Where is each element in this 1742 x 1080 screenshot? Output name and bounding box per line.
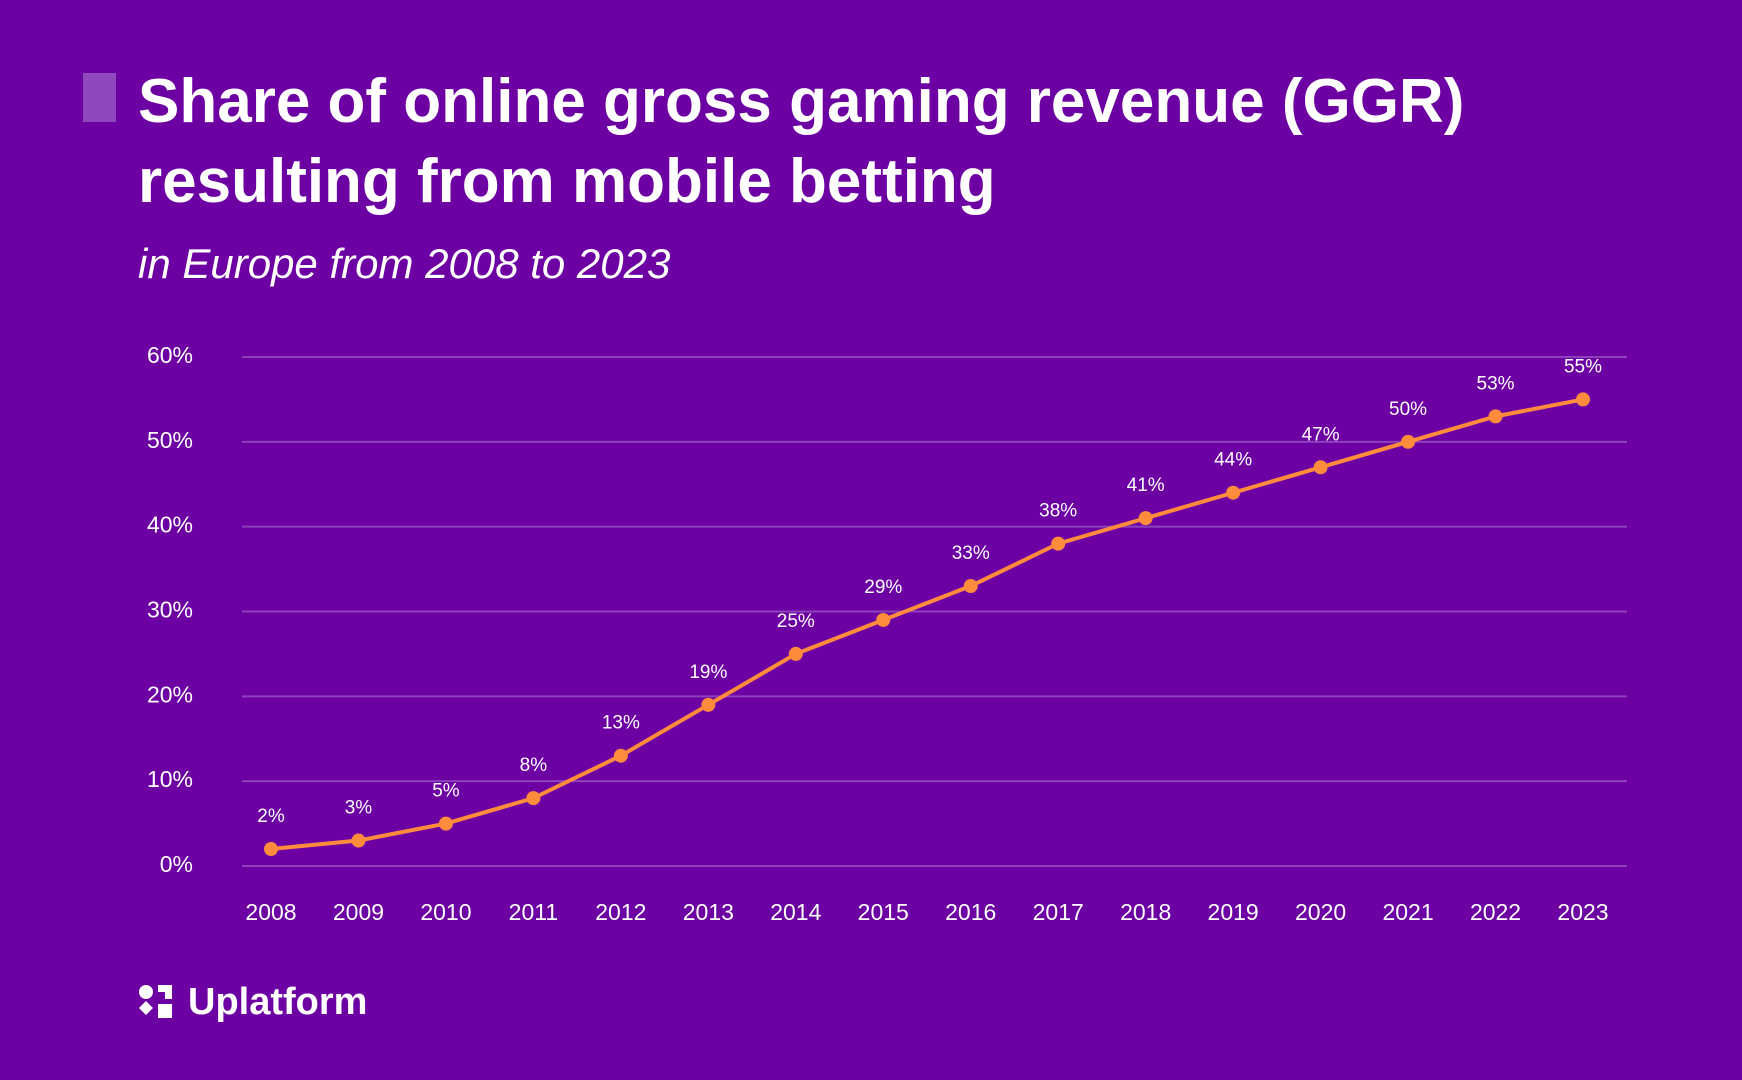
x-tick-label: 2014 <box>770 899 821 925</box>
y-tick-label: 0% <box>160 851 193 877</box>
data-point <box>526 791 541 806</box>
data-line <box>270 397 1584 852</box>
x-tick-label: 2019 <box>1208 899 1259 925</box>
data-point <box>701 697 716 712</box>
data-point <box>1051 536 1066 551</box>
data-label: 19% <box>689 662 727 683</box>
brand-name: Uplatform <box>188 980 368 1023</box>
data-label: 47% <box>1302 424 1340 445</box>
data-label: 2% <box>257 806 285 827</box>
data-point <box>438 816 453 831</box>
x-tick-label: 2015 <box>858 899 909 925</box>
data-point <box>963 579 978 594</box>
x-tick-label: 2011 <box>509 899 558 925</box>
x-tick-label: 2017 <box>1033 899 1084 925</box>
x-tick-label: 2016 <box>945 899 996 925</box>
data-label: 33% <box>952 543 990 564</box>
data-point <box>876 612 891 627</box>
y-tick-label: 10% <box>147 766 193 792</box>
x-tick-label: 2009 <box>333 899 384 925</box>
data-point <box>1226 485 1241 500</box>
x-tick-label: 2022 <box>1470 899 1521 925</box>
x-tick-label: 2021 <box>1382 899 1433 925</box>
x-tick-label: 2013 <box>683 899 734 925</box>
data-label: 8% <box>520 755 548 776</box>
y-tick-label: 60% <box>147 342 193 368</box>
y-tick-label: 20% <box>147 681 193 707</box>
brand: Uplatform <box>138 980 367 1024</box>
chart-title: Share of online gross gaming revenue (GG… <box>138 67 1465 216</box>
data-label: 55% <box>1564 356 1602 377</box>
x-tick-label: 2008 <box>245 899 296 925</box>
x-tick-label: 2023 <box>1557 899 1608 925</box>
data-label: 53% <box>1477 373 1515 394</box>
x-tick-label: 2020 <box>1295 899 1346 925</box>
chart: 0% 10% 20% 30% 40% 50% 60% 2008 2009 2010 2011 2012… <box>147 342 1627 925</box>
data-point <box>1313 460 1328 475</box>
data-label: 41% <box>1127 475 1165 496</box>
data-label: 3% <box>345 798 373 819</box>
data-point <box>1401 434 1416 449</box>
data-point <box>788 646 803 661</box>
data-label: 13% <box>602 713 640 734</box>
data-label: 50% <box>1389 399 1427 420</box>
data-point <box>351 833 366 848</box>
x-tick-label: 2010 <box>420 899 471 925</box>
data-label: 25% <box>777 611 815 632</box>
data-point <box>1576 392 1590 407</box>
data-label: 29% <box>864 577 902 598</box>
y-tick-label: 50% <box>147 427 193 453</box>
title-accent <box>83 73 116 122</box>
data-point <box>1488 409 1503 424</box>
x-tick-label: 2012 <box>595 899 646 925</box>
data-label: 44% <box>1214 450 1252 471</box>
y-tick-label: 30% <box>147 597 193 623</box>
y-tick-label: 40% <box>147 512 193 538</box>
data-label: 5% <box>432 781 460 802</box>
data-label: 38% <box>1039 501 1077 522</box>
data-point <box>264 842 278 857</box>
chart-subtitle: in Europe from 2008 to 2023 <box>138 240 671 287</box>
brand-icon <box>139 985 172 1018</box>
data-point <box>1138 511 1153 526</box>
x-tick-label: 2018 <box>1120 899 1171 925</box>
data-point <box>613 748 628 763</box>
